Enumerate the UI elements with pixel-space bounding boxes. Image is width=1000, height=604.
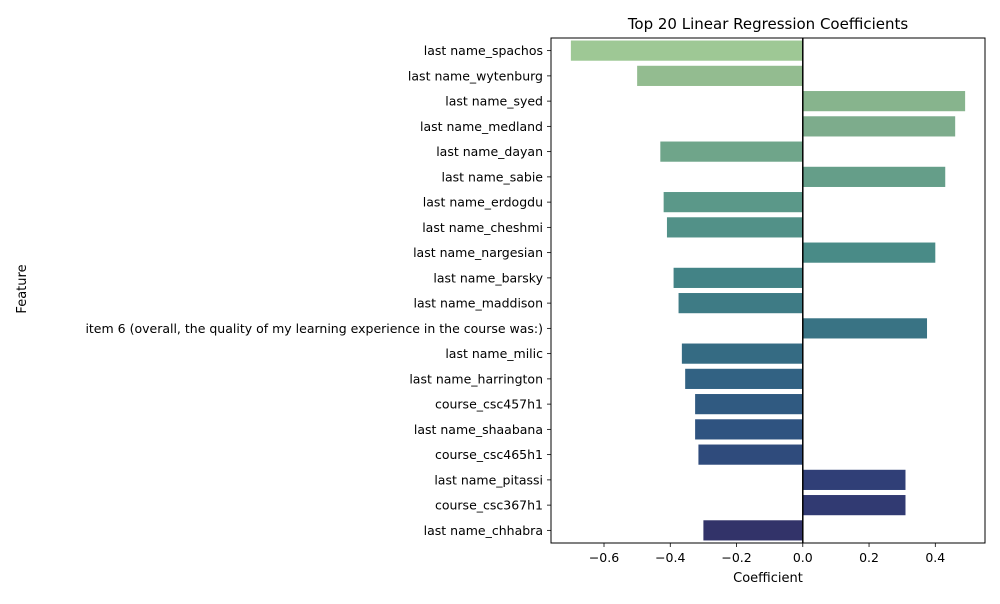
x-tick-label: −0.6 xyxy=(589,550,619,565)
y-tick-label: last name_milic xyxy=(445,346,543,361)
bar-7 xyxy=(666,217,803,238)
x-tick-label: 0.2 xyxy=(859,550,879,565)
bar-14 xyxy=(695,394,803,415)
chart-title: Top 20 Linear Regression Coefficients xyxy=(627,15,909,33)
bar-17 xyxy=(802,469,906,490)
x-axis-ticks: −0.6 −0.4 −0.2 0.0 0.2 0.4 xyxy=(589,543,945,565)
bar-18 xyxy=(802,495,906,516)
y-tick-label: last name_maddison xyxy=(414,296,543,311)
bar-8 xyxy=(802,242,936,263)
bar-6 xyxy=(663,192,803,213)
y-tick-label: last name_wytenburg xyxy=(408,68,543,83)
y-axis-label: Feature xyxy=(15,264,30,313)
bar-12 xyxy=(681,343,803,364)
bar-10 xyxy=(678,293,803,314)
y-tick-label: last name_sabie xyxy=(442,169,544,184)
bar-19 xyxy=(703,520,803,541)
bar-3 xyxy=(802,116,956,137)
y-tick-label: last name_barsky xyxy=(433,270,543,285)
bars-group xyxy=(570,40,966,541)
bar-5 xyxy=(802,166,946,187)
bar-0 xyxy=(570,40,803,61)
y-tick-label: last name_pitassi xyxy=(434,472,543,487)
x-axis-label: Coefficient xyxy=(733,571,803,586)
y-tick-label: last name_chhabra xyxy=(424,523,543,538)
bar-2 xyxy=(802,91,966,112)
y-tick-label: last name_cheshmi xyxy=(422,220,543,235)
bar-9 xyxy=(673,267,803,288)
bar-11 xyxy=(802,318,928,339)
y-tick-label: last name_nargesian xyxy=(413,245,543,260)
y-tick-label: last name_harrington xyxy=(409,371,543,386)
x-tick-label: 0.0 xyxy=(793,550,813,565)
y-tick-label: course_csc457h1 xyxy=(435,397,543,412)
y-tick-label: last name_shaabana xyxy=(414,422,543,437)
y-tick-label: course_csc465h1 xyxy=(435,447,543,462)
y-tick-label: item 6 (overall, the quality of my learn… xyxy=(85,321,543,336)
y-tick-label: last name_spachos xyxy=(424,43,543,58)
x-tick-label: −0.4 xyxy=(655,550,685,565)
y-tick-label: last name_erdogdu xyxy=(423,195,543,210)
bar-1 xyxy=(637,65,803,86)
plot-frame xyxy=(550,37,986,544)
y-tick-label: course_csc367h1 xyxy=(435,498,543,513)
bar-4 xyxy=(660,141,803,162)
bar-13 xyxy=(685,368,803,389)
y-tick-label: last name_dayan xyxy=(436,144,543,159)
x-tick-label: −0.2 xyxy=(721,550,751,565)
y-tick-label: last name_medland xyxy=(420,119,543,134)
x-tick-label: 0.4 xyxy=(925,550,945,565)
y-tick-label: last name_syed xyxy=(445,94,543,109)
bar-16 xyxy=(698,444,803,465)
bar-15 xyxy=(695,419,803,440)
